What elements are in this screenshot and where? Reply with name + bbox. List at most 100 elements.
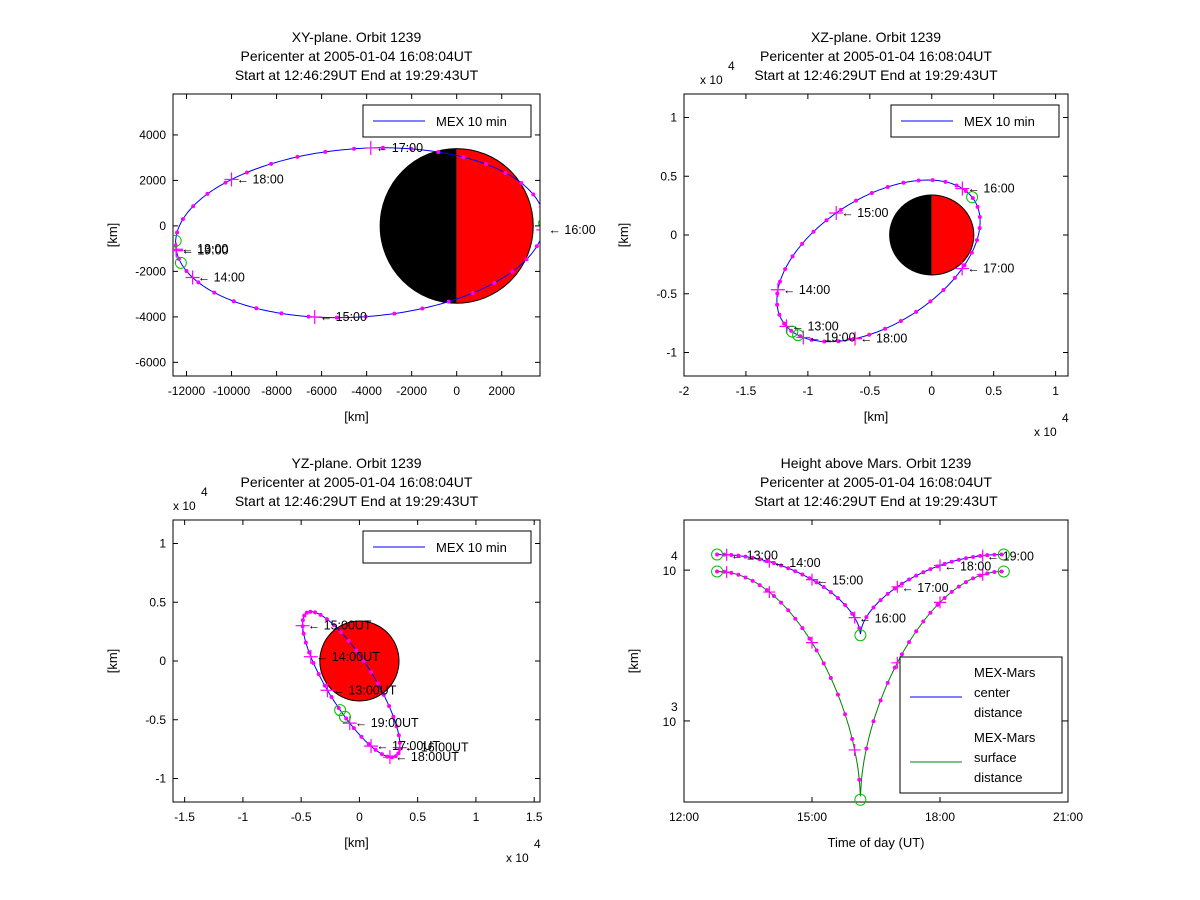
height-pericenter-marker <box>854 629 867 642</box>
xz-xtick-label: -2 <box>679 384 690 398</box>
xz-ytick-label: -1 <box>666 346 677 360</box>
xz-orbit-dot <box>952 275 957 280</box>
height-series-dot <box>899 581 904 586</box>
height-series-dot <box>871 719 876 724</box>
xz-orbit-dot <box>824 218 829 223</box>
yz-orbit-dot <box>396 733 401 738</box>
yz-hour-label: ← 19:00UT <box>355 716 419 730</box>
xy-hour-marker <box>224 172 239 187</box>
xy-title-line-3: Start at 12:46:29UT End at 19:29:43UT <box>235 67 479 83</box>
xy-orbit-dot <box>510 269 515 274</box>
xy-end-marker <box>174 256 187 269</box>
xz-orbit-dot <box>914 309 919 314</box>
xy-xtick-label: -8000 <box>261 384 292 398</box>
xz-orbit-dot <box>790 254 795 259</box>
yz-orbit-dot <box>304 610 309 615</box>
yz-end-marker <box>338 710 351 723</box>
xz-orbit-dot <box>928 299 933 304</box>
height-hour-marker <box>891 580 904 593</box>
yz-orbit-dot <box>346 638 351 643</box>
yz-hour-marker <box>303 649 318 664</box>
xy-xtick-label: 2000 <box>488 384 515 398</box>
xy-ytick-label: 4000 <box>139 128 166 142</box>
height-series-dot <box>999 552 1004 557</box>
xy-orbit-dot <box>519 181 524 186</box>
xy-orbit-dot <box>420 306 425 311</box>
height-title-line-3: Start at 12:46:29UT End at 19:29:43UT <box>754 493 998 509</box>
height-series-dot <box>892 586 897 591</box>
height-start-marker <box>711 565 724 578</box>
xy-orbit-dot <box>436 150 441 155</box>
yz-orbit-dot <box>359 734 364 739</box>
xy-orbit-dot <box>244 170 249 175</box>
xy-ytick-label: 2000 <box>139 173 166 187</box>
xy-orbit-dot <box>269 161 274 166</box>
xy-orbit-dot <box>352 146 357 151</box>
yz-hour-marker <box>392 740 407 755</box>
xz-x-multiplier: x 10 <box>1034 425 1057 439</box>
height-series-dot <box>843 603 848 608</box>
height-series-dot <box>779 600 784 605</box>
height-series-dot <box>850 611 855 616</box>
xz-orbit-dot <box>838 207 843 212</box>
yz-x-multiplier: x 10 <box>506 851 529 865</box>
height-series-dot <box>907 577 912 582</box>
height-legend-label: distance <box>974 770 1022 785</box>
xz-orbit-dot <box>854 198 859 203</box>
xz-xtick-label: -1 <box>803 384 814 398</box>
xz-hour-label: ← 13:00 <box>791 319 838 333</box>
xz-ytick-label: 0.5 <box>660 169 677 183</box>
height-series-dot <box>999 569 1004 574</box>
yz-orbit-dot <box>381 692 386 697</box>
yz-xtick-label: -1.5 <box>174 810 195 824</box>
xy-orbit-dot <box>541 231 545 235</box>
xz-hour-label: ← 17:00 <box>967 262 1014 276</box>
xz-orbit-dot <box>822 339 827 344</box>
xz-panel: XZ-plane. Orbit 1239 Pericenter at 2005-0… <box>616 29 1069 439</box>
height-series-dot <box>878 598 883 603</box>
height-series-dot <box>715 552 720 557</box>
height-series-dot <box>843 712 848 717</box>
height-hour-label: ← 13:00 <box>731 549 778 563</box>
height-hour-label: ← 17:00 <box>901 581 948 595</box>
xy-orbit-dot <box>212 290 217 295</box>
xz-orbit-dot <box>783 267 788 272</box>
height-hour-marker <box>806 573 818 586</box>
yz-orbit-dot <box>303 640 308 645</box>
xy-ytick-label: -4000 <box>135 310 166 324</box>
height-series-dot <box>814 648 819 653</box>
height-series-dot <box>885 680 890 685</box>
height-series-dot <box>736 553 741 558</box>
yz-ytick-label: -0.5 <box>145 713 166 727</box>
xy-orbit-dot <box>323 149 328 154</box>
yz-x-exponent: 4 <box>534 837 541 851</box>
xz-mars-night-side <box>889 195 932 275</box>
xz-orbit-dot <box>969 250 974 255</box>
height-legend-label: MEX-Mars <box>974 730 1036 745</box>
xy-orbit-dot <box>484 162 489 167</box>
height-series-dot <box>807 636 812 641</box>
xz-orbit-dot <box>963 188 968 193</box>
yz-orbit-dot <box>313 610 318 615</box>
height-series-dot <box>800 626 805 631</box>
xy-orbit-dot <box>175 230 180 235</box>
xz-ytick-label: 1 <box>670 111 677 125</box>
height-series-dot <box>779 563 784 568</box>
xz-legend-label: MEX 10 min <box>964 114 1035 129</box>
height-panel: Height above Mars. Orbit 1239 Pericenter … <box>626 455 1083 850</box>
xy-start-marker <box>173 234 182 247</box>
xz-hour-marker <box>955 261 970 276</box>
xz-hour-marker <box>955 181 970 196</box>
xz-orbit-dot <box>898 319 903 324</box>
xy-ylabel: [km] <box>105 223 120 248</box>
xz-orbit-dot <box>775 302 780 307</box>
height-series-line-1 <box>717 554 1004 635</box>
xy-hour-marker <box>307 310 322 324</box>
xy-legend-label: MEX 10 min <box>436 114 507 129</box>
xz-xtick-label: -1.5 <box>736 384 757 398</box>
height-title-line-2: Pericenter at 2005-01-04 16:08:04UT <box>760 474 992 490</box>
height-series-dot <box>892 665 897 670</box>
xz-orbit-dot <box>977 215 982 220</box>
xz-hour-label: ← 15:00 <box>841 206 888 220</box>
height-series-dot <box>743 554 748 559</box>
